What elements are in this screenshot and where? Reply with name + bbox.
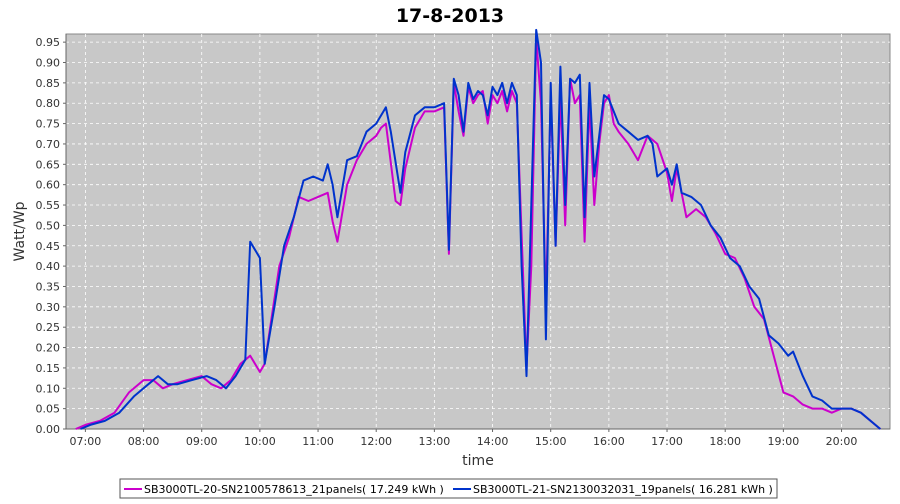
y-tick-label: 0.65 [36, 158, 61, 171]
series-line-2 [80, 28, 881, 430]
series-layer [75, 28, 881, 430]
y-tick-label: 0.55 [36, 199, 61, 212]
chart-title: 17-8-2013 [396, 5, 504, 27]
y-tick-label: 0.05 [36, 403, 61, 416]
legend-label-2: SB3000TL-21-SN2130032031_19panels( 16.28… [473, 483, 773, 496]
y-tick-label: 0.40 [36, 260, 61, 273]
y-tick-label: 0.20 [36, 342, 61, 355]
y-tick-label: 0.60 [36, 179, 61, 192]
x-axis-title: time [462, 453, 494, 469]
x-tick-label: 09:00 [186, 435, 218, 448]
y-tick-label: 0.85 [36, 77, 61, 90]
x-tick-label: 12:00 [360, 435, 392, 448]
y-tick-label: 0.00 [36, 423, 61, 436]
y-tick-label: 0.50 [36, 219, 61, 232]
x-tick-label: 15:00 [535, 435, 567, 448]
y-tick-label: 0.30 [36, 301, 61, 314]
y-tick-label: 0.75 [36, 118, 61, 131]
plot-area [65, 33, 891, 430]
x-tick-label: 19:00 [768, 435, 800, 448]
x-tick-label: 17:00 [651, 435, 683, 448]
grid-lines [66, 34, 890, 430]
x-tick-label: 14:00 [477, 435, 509, 448]
y-tick-label: 0.70 [36, 138, 61, 151]
y-tick-label: 0.95 [36, 36, 61, 49]
y-tick-label: 0.90 [36, 57, 61, 70]
x-tick-label: 16:00 [593, 435, 625, 448]
y-axis-title: Watt/Wp [12, 201, 28, 261]
y-tick-label: 0.45 [36, 240, 61, 253]
x-axis: 07:00 08:00 09:00 10:00 11:00 12:00 13:00 14:00… [66, 428, 890, 448]
x-tick-label: 18:00 [709, 435, 741, 448]
x-tick-label: 08:00 [128, 435, 160, 448]
y-tick-label: 0.15 [36, 362, 61, 375]
x-tick-label: 07:00 [70, 435, 102, 448]
x-tick-label: 13:00 [419, 435, 451, 448]
y-tick-label: 0.35 [36, 280, 61, 293]
legend-box [119, 478, 778, 499]
legend: SB3000TL-20-SN2100578613_21panels( 17.24… [119, 478, 778, 499]
x-tick-label: 10:00 [244, 435, 276, 448]
x-tick-label: 11:00 [302, 435, 334, 448]
y-tick-label: 0.25 [36, 321, 61, 334]
legend-label-1: SB3000TL-20-SN2100578613_21panels( 17.24… [144, 483, 444, 496]
y-axis: 0.00 0.05 0.10 0.15 0.20 0.25 0.30 0.35 0.40 0.45… [36, 34, 67, 436]
y-tick-label: 0.10 [36, 382, 61, 395]
x-tick-label: 20:00 [826, 435, 858, 448]
y-tick-label: 0.80 [36, 97, 61, 110]
